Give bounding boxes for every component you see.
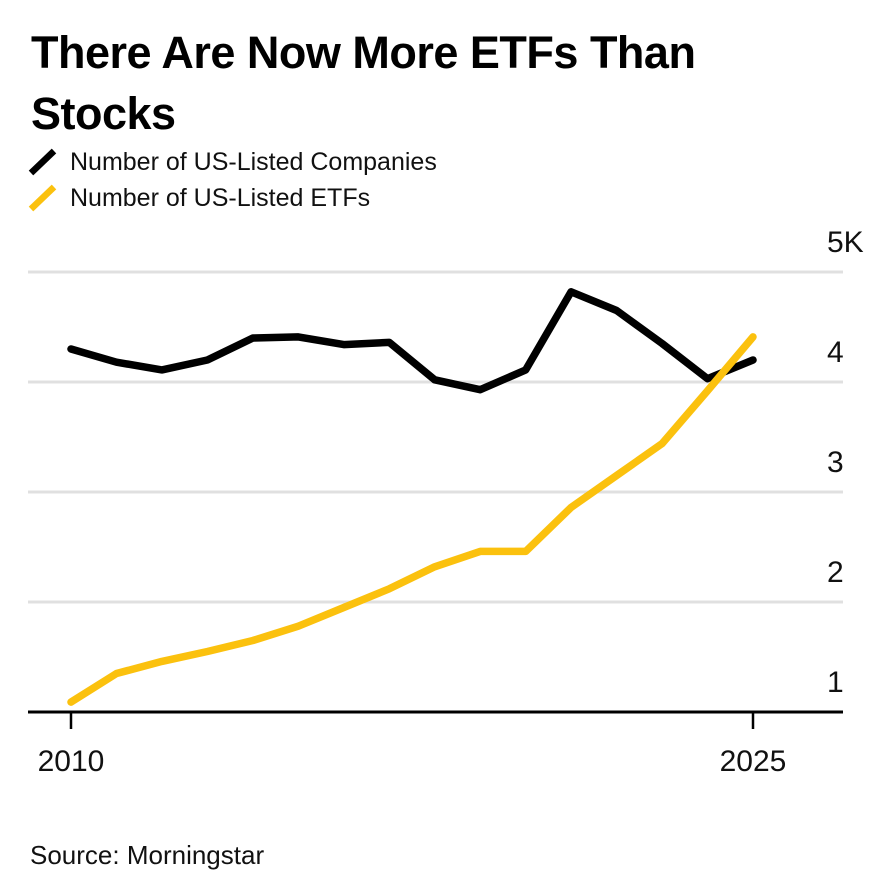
- y-axis-label-2: 2: [827, 556, 844, 589]
- x-axis-label-2010: 2010: [38, 745, 105, 778]
- source-note: Source: Morningstar: [30, 840, 265, 870]
- legend-label-companies: Number of US-Listed Companies: [70, 147, 437, 176]
- y-axis-label-4: 4: [827, 336, 844, 369]
- line-chart: 5K 4 3 2 1 2010 2025: [28, 226, 864, 778]
- etfs-line: [67, 333, 757, 706]
- legend-item-etfs: Number of US-Listed ETFs: [28, 180, 437, 216]
- companies-line: [67, 288, 757, 394]
- chart-title: There Are Now More ETFs Than Stocks: [31, 27, 696, 139]
- legend-item-companies: Number of US-Listed Companies: [28, 144, 437, 180]
- companies-line-swatch-icon: [28, 148, 57, 176]
- y-axis-label-1: 1: [827, 666, 844, 699]
- x-axis-label-2025: 2025: [720, 745, 787, 778]
- legend: Number of US-Listed Companies Number of …: [28, 144, 437, 216]
- legend-label-etfs: Number of US-Listed ETFs: [70, 183, 371, 212]
- y-axis-label-3: 3: [827, 446, 844, 479]
- etfs-line-swatch-icon: [28, 184, 57, 212]
- y-axis-label-5K: 5K: [827, 226, 864, 259]
